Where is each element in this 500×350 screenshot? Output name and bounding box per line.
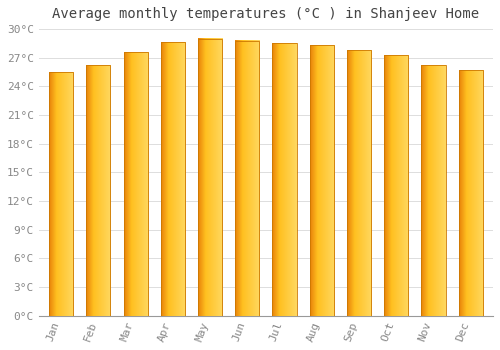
Bar xyxy=(235,41,260,316)
Bar xyxy=(347,50,371,316)
Bar xyxy=(124,52,148,316)
Bar xyxy=(198,38,222,316)
Bar xyxy=(49,72,73,316)
Bar xyxy=(422,65,446,316)
Bar xyxy=(86,65,110,316)
Bar xyxy=(458,70,483,316)
Bar xyxy=(384,55,408,316)
Bar xyxy=(272,43,296,316)
Bar xyxy=(310,45,334,316)
Bar xyxy=(160,42,185,316)
Title: Average monthly temperatures (°C ) in Shanjeev Home: Average monthly temperatures (°C ) in Sh… xyxy=(52,7,480,21)
